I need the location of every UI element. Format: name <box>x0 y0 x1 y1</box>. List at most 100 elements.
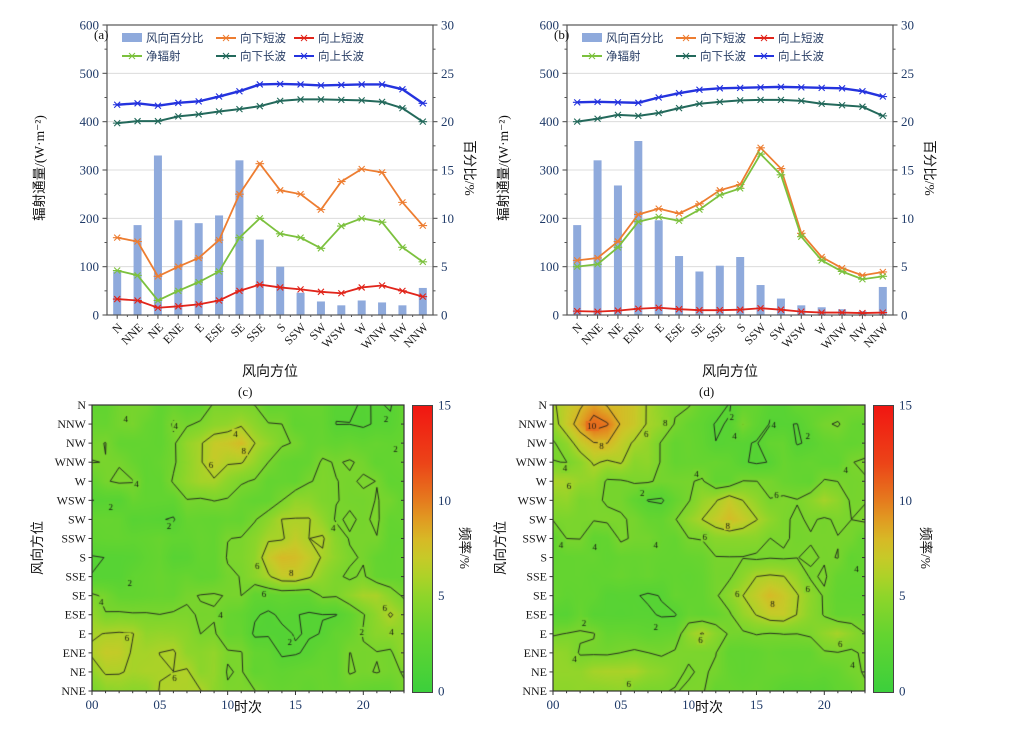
marker <box>194 254 203 262</box>
marker <box>572 98 582 106</box>
legend-label: 向上长波 <box>318 49 364 63</box>
marker <box>593 254 602 262</box>
legend-item-down_lw: 向下长波 <box>676 49 746 63</box>
xtick-SSE: SSE <box>703 320 728 345</box>
series-line-up_sw <box>117 283 424 309</box>
marker <box>296 190 305 198</box>
ytick-right: 15 <box>441 163 454 178</box>
marker <box>235 287 244 295</box>
marker <box>817 256 826 264</box>
marker <box>255 281 265 288</box>
bar-SSW <box>296 292 305 315</box>
series-line-down_lw <box>577 98 884 123</box>
bar-E <box>194 223 203 315</box>
marker <box>756 83 765 91</box>
series-up_sw <box>112 281 428 312</box>
legend-item-down_sw: 向下短波 <box>676 31 746 45</box>
marker <box>255 214 265 222</box>
marker <box>587 52 597 60</box>
marker <box>133 271 142 279</box>
marker <box>398 243 407 251</box>
ytick-SSE: SSE <box>526 570 547 584</box>
marker <box>572 256 582 264</box>
ytick-left: 400 <box>540 114 560 129</box>
ytick-WSW: WSW <box>57 493 87 507</box>
marker <box>878 112 888 120</box>
marker <box>296 96 305 103</box>
ytick-SE: SE <box>533 589 547 603</box>
legend-item-net: 净辐射 <box>122 49 181 63</box>
marker <box>357 284 366 291</box>
ytick-WNW: WNW <box>55 455 87 469</box>
marker <box>797 233 806 241</box>
bar-SW <box>316 301 325 315</box>
marker <box>715 98 725 106</box>
marker <box>133 297 142 304</box>
marker <box>214 268 224 275</box>
marker <box>593 260 602 268</box>
bar-N <box>573 225 582 315</box>
xtick-SSW: SSW <box>281 320 309 348</box>
marker <box>572 118 582 126</box>
marker <box>337 178 346 185</box>
marker <box>235 190 244 198</box>
bar-NNW <box>418 287 427 315</box>
marker <box>214 108 224 115</box>
ytick-W: W <box>75 474 87 488</box>
marker <box>634 112 643 120</box>
ytick-SW: SW <box>529 512 548 526</box>
marker <box>837 268 847 275</box>
colorbar-tick: 0 <box>438 684 445 699</box>
marker <box>418 293 428 301</box>
legend-label: 向下长波 <box>700 49 746 63</box>
panel-b-label: (b) <box>554 27 570 42</box>
marker <box>255 160 265 168</box>
marker <box>695 306 704 314</box>
ytick-right: 10 <box>441 211 454 226</box>
bar-ESE <box>215 215 224 315</box>
marker <box>878 93 888 100</box>
marker <box>695 206 704 214</box>
bar-S <box>736 257 745 315</box>
legend-item-down_sw: 向下短波 <box>216 31 286 45</box>
panel-d-colorbar-label: 频率/% <box>918 527 933 569</box>
legend-item-net: 净辐射 <box>582 49 641 63</box>
marker <box>613 307 623 315</box>
ytick-left: 300 <box>80 163 100 178</box>
marker <box>235 105 244 113</box>
marker <box>255 102 265 110</box>
marker <box>759 52 769 60</box>
marker <box>654 109 663 117</box>
marker <box>174 287 183 295</box>
ytick-NNW: NNW <box>57 417 86 431</box>
marker <box>299 52 309 60</box>
ytick-NNW: NNW <box>518 417 547 431</box>
bar-NW <box>398 305 407 315</box>
ytick-right: 30 <box>901 18 914 33</box>
ytick-left: 500 <box>80 66 100 81</box>
marker <box>221 34 231 42</box>
ytick-NNE: NNE <box>522 684 547 698</box>
marker <box>837 101 847 109</box>
ytick-right: 5 <box>901 259 908 274</box>
marker <box>296 285 305 293</box>
ytick-right: 20 <box>441 114 454 129</box>
marker <box>398 85 407 93</box>
xtick-ENE: ENE <box>620 320 646 346</box>
legend-item-bar: 风向百分比 <box>122 31 204 45</box>
ytick-WSW: WSW <box>518 493 548 507</box>
marker <box>275 97 285 105</box>
marker <box>194 300 203 308</box>
marker <box>776 83 786 91</box>
panel-b: 0 100 200 300 400 500 600 0 5 10 15 20 25 30 N NNE NE ENE… <box>460 4 1008 390</box>
marker <box>194 278 203 286</box>
marker <box>759 34 769 42</box>
series-up_lw <box>572 83 888 107</box>
legend-swatch-bar <box>582 33 602 42</box>
series-line-net <box>116 217 424 302</box>
marker <box>572 307 582 315</box>
legend-label: 风向百分比 <box>606 31 664 45</box>
marker <box>194 111 203 118</box>
